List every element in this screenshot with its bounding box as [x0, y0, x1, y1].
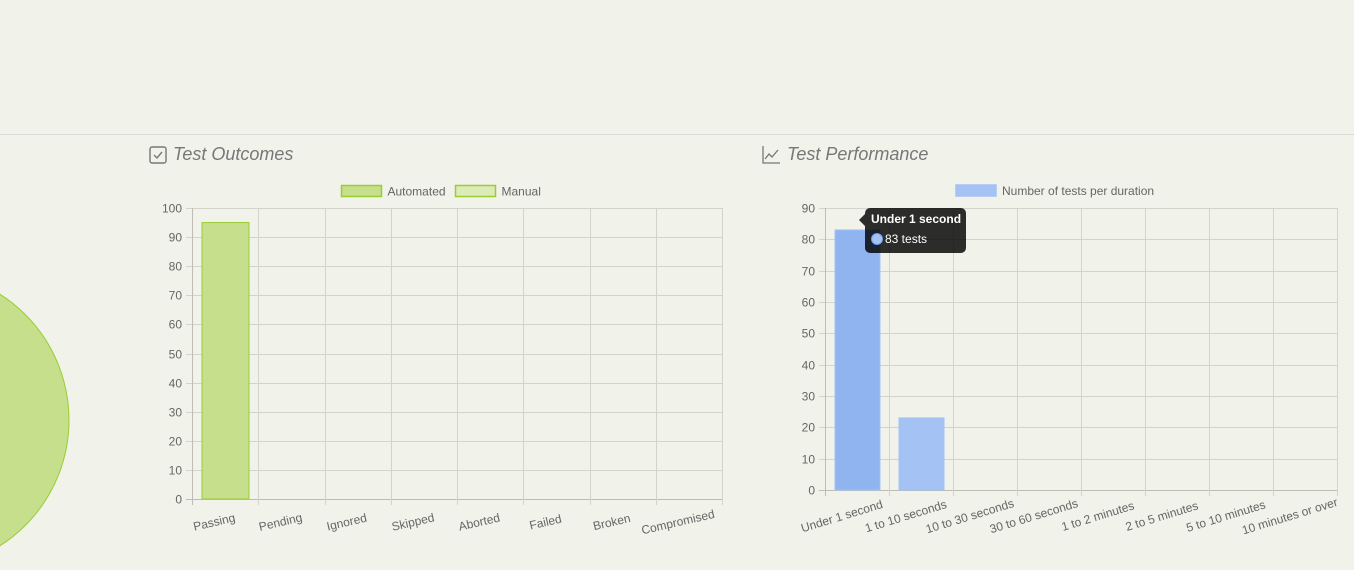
pie-chart-slice[interactable] [0, 270, 70, 570]
y-tick-label: 60 [802, 296, 816, 310]
legend-label: Automated [388, 185, 446, 199]
y-tick-label: 70 [169, 289, 183, 303]
y-tick-label: 0 [808, 484, 815, 498]
test-outcomes-title: Test Outcomes [149, 144, 293, 165]
y-tick-label: 90 [802, 202, 816, 216]
x-tick-label: Compromised [640, 507, 716, 537]
legend-duration[interactable]: Number of tests per duration [955, 184, 1154, 198]
test-outcomes-chart: 0 10 20 30 40 50 60 70 80 90 100 Passing Pending Igno… [162, 202, 723, 537]
y-tick-label: 60 [169, 318, 183, 332]
y-tick-label: 20 [802, 421, 816, 435]
y-tick-label: 50 [169, 348, 183, 362]
y-tick-label: 40 [169, 377, 183, 391]
y-tick-label: 40 [802, 359, 816, 373]
bar-1-to-10-seconds[interactable] [898, 417, 945, 491]
test-outcomes-label: Test Outcomes [173, 144, 294, 164]
y-tick-label: 50 [802, 327, 816, 341]
y-tick-label: 100 [162, 202, 182, 216]
x-tick-label: Failed [528, 512, 563, 533]
y-tick-label: 80 [802, 233, 816, 247]
line-chart-icon [762, 146, 780, 164]
y-tick-label: 90 [169, 231, 183, 245]
legend-label: Manual [502, 185, 541, 199]
bar-under-1-second[interactable] [834, 229, 881, 491]
y-tick-label: 0 [175, 493, 182, 507]
tooltip-title: Under 1 second [871, 212, 962, 226]
x-tick-label: Ignored [325, 511, 368, 534]
legend-label: Number of tests per duration [1002, 184, 1154, 198]
y-tick-label: 70 [802, 265, 816, 279]
bar-passing[interactable] [201, 222, 250, 500]
x-tick-label: Pending [257, 510, 303, 534]
section-divider [0, 134, 1354, 135]
y-tick-label: 10 [169, 464, 183, 478]
checkbox-icon [149, 145, 167, 164]
legend-swatch-icon [955, 184, 997, 197]
y-tick-label: 30 [169, 406, 183, 420]
test-performance-title: Test Performance [762, 144, 928, 165]
x-tick-label: Aborted [457, 511, 501, 534]
chart-tooltip: Under 1 second 83 tests [859, 208, 966, 253]
legend-manual[interactable]: Manual [454, 184, 541, 199]
tooltip-body: 83 tests [885, 232, 928, 246]
y-tick-label: 80 [169, 260, 183, 274]
y-tick-label: 30 [802, 390, 816, 404]
y-tick-label: 10 [802, 453, 816, 467]
x-tick-label: Broken [592, 511, 632, 533]
tooltip-caret [859, 214, 865, 226]
test-performance-label: Test Performance [787, 144, 929, 164]
legend-swatch-icon [454, 184, 497, 198]
legend-automated[interactable]: Automated [340, 184, 446, 199]
y-tick-label: 20 [169, 435, 183, 449]
legend-swatch-icon [340, 184, 383, 198]
tooltip-color-swatch-icon [871, 233, 883, 245]
x-tick-label: Passing [192, 510, 237, 533]
x-tick-label: Skipped [390, 510, 435, 533]
